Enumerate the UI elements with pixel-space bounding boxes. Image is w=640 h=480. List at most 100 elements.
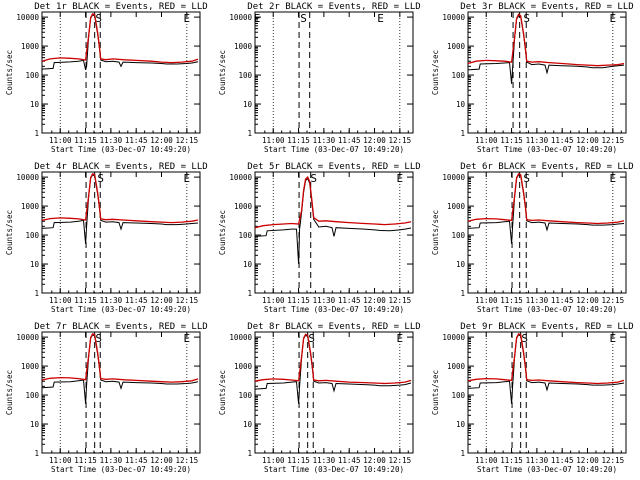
y-axis-label: Counts/sec xyxy=(218,50,227,95)
end-marker: E xyxy=(377,12,384,25)
y-tick-label: 100 xyxy=(238,391,252,400)
plot-frame xyxy=(41,11,201,134)
x-tick-label: 12:00 xyxy=(576,296,599,305)
x-tick-label: 11:30 xyxy=(313,296,336,305)
plot-title: Det 3r BLACK = Events, RED = LLD xyxy=(460,2,633,12)
x-tick-label: 11:30 xyxy=(526,456,549,465)
lld-series-line xyxy=(254,175,412,229)
x-tick-label: 11:30 xyxy=(100,296,123,305)
end-marker: E xyxy=(254,12,261,25)
plot-frame xyxy=(254,11,414,134)
x-tick-label: 12:00 xyxy=(150,296,173,305)
y-tick-label: 1000 xyxy=(234,42,253,51)
x-tick-label: 11:15 xyxy=(287,136,310,145)
lld-series-line xyxy=(467,332,625,385)
y-tick-label: 10000 xyxy=(229,13,252,22)
detector-panel-1: Det 1r BLACK = Events, RED = LLD 1 10 100 10… xyxy=(5,2,208,154)
end-marker: E xyxy=(610,332,617,345)
plot-frame xyxy=(41,171,201,294)
y-axis-label: Counts/sec xyxy=(218,370,227,415)
events-series-line xyxy=(467,174,625,244)
y-tick-label: 10 xyxy=(243,100,253,109)
events-series-line xyxy=(41,334,199,404)
y-axis-label: Counts/sec xyxy=(5,370,14,415)
y-tick-label: 10000 xyxy=(442,333,465,342)
plot-title: Det 7r BLACK = Events, RED = LLD xyxy=(34,322,207,332)
y-tick-label: 10 xyxy=(30,420,40,429)
x-tick-label: 11:30 xyxy=(100,136,123,145)
detector-panel-2: Det 2r BLACK = Events, RED = LLD 1 10 100 10… xyxy=(218,2,421,154)
x-tick-label: 12:00 xyxy=(576,456,599,465)
x-tick-label: 11:30 xyxy=(526,136,549,145)
y-tick-label: 10000 xyxy=(16,13,39,22)
y-tick-label: 1 xyxy=(247,289,252,298)
x-tick-label: 12:15 xyxy=(602,296,625,305)
x-tick-label: 11:45 xyxy=(551,456,574,465)
x-tick-label: 11:15 xyxy=(500,136,523,145)
y-tick-label: 1 xyxy=(247,129,252,138)
x-tick-label: 11:00 xyxy=(262,296,285,305)
y-tick-label: 1 xyxy=(460,129,465,138)
end-marker: E xyxy=(184,332,191,345)
y-tick-label: 10000 xyxy=(442,173,465,182)
plot-title: Det 4r BLACK = Events, RED = LLD xyxy=(34,162,207,172)
plot-frame xyxy=(254,171,414,294)
lld-series-line xyxy=(467,172,625,225)
y-tick-label: 100 xyxy=(451,231,465,240)
start-marker: S xyxy=(521,332,528,345)
start-marker: S xyxy=(95,332,102,345)
y-tick-label: 1000 xyxy=(21,42,40,51)
x-tick-label: 12:15 xyxy=(389,136,412,145)
lld-series-line xyxy=(41,332,199,383)
y-axis-label: Counts/sec xyxy=(5,50,14,95)
start-marker: S xyxy=(300,12,307,25)
y-tick-label: 100 xyxy=(25,71,39,80)
x-tick-label: 11:45 xyxy=(551,136,574,145)
plot-frame xyxy=(467,331,627,454)
x-tick-label: 12:15 xyxy=(176,296,199,305)
x-tick-label: 11:15 xyxy=(500,296,523,305)
x-tick-label: 12:15 xyxy=(602,136,625,145)
y-tick-label: 10 xyxy=(456,420,466,429)
x-axis-label: Start Time (03-Dec-07 10:49:20) xyxy=(264,465,404,474)
x-axis-label: Start Time (03-Dec-07 10:49:20) xyxy=(51,305,191,314)
lld-series-line xyxy=(41,172,199,224)
detector-panel-6: Det 6r BLACK = Events, RED = LLD 1 10 100 10… xyxy=(431,162,634,314)
y-tick-label: 1000 xyxy=(447,202,466,211)
x-tick-label: 11:45 xyxy=(551,296,574,305)
y-axis-label: Counts/sec xyxy=(431,370,440,415)
y-tick-label: 10000 xyxy=(229,333,252,342)
y-axis-label: Counts/sec xyxy=(218,210,227,255)
y-tick-label: 10000 xyxy=(229,173,252,182)
end-marker: E xyxy=(610,172,617,185)
x-tick-label: 11:00 xyxy=(49,296,72,305)
x-tick-label: 11:00 xyxy=(475,456,498,465)
plot-frame xyxy=(467,11,627,134)
y-tick-label: 100 xyxy=(451,71,465,80)
x-axis-label: Start Time (03-Dec-07 10:49:20) xyxy=(264,145,404,154)
plot-title: Det 6r BLACK = Events, RED = LLD xyxy=(460,162,633,172)
end-marker: E xyxy=(184,172,191,185)
y-tick-label: 1 xyxy=(247,449,252,458)
x-axis-label: Start Time (03-Dec-07 10:49:20) xyxy=(477,465,617,474)
y-tick-label: 1 xyxy=(34,129,39,138)
end-marker: E xyxy=(610,12,617,25)
detector-panel-4: Det 4r BLACK = Events, RED = LLD 1 10 100 10… xyxy=(5,162,208,314)
plot-title: Det 5r BLACK = Events, RED = LLD xyxy=(247,162,420,172)
y-tick-label: 10 xyxy=(30,100,40,109)
y-tick-label: 100 xyxy=(25,391,39,400)
detector-panel-8: Det 8r BLACK = Events, RED = LLD 1 10 100 10… xyxy=(218,322,421,474)
y-tick-label: 1000 xyxy=(447,42,466,51)
start-marker: S xyxy=(310,172,317,185)
detector-panel-7: Det 7r BLACK = Events, RED = LLD 1 10 100 10… xyxy=(5,322,208,474)
end-marker: E xyxy=(397,332,404,345)
y-axis-label: Counts/sec xyxy=(5,210,14,255)
lld-series-line xyxy=(467,13,625,67)
x-tick-label: 11:30 xyxy=(100,456,123,465)
detector-panel-3: Det 3r BLACK = Events, RED = LLD 1 10 100 10… xyxy=(431,2,634,154)
detector-panel-5: Det 5r BLACK = Events, RED = LLD 1 10 100 10… xyxy=(218,162,421,314)
x-tick-label: 12:15 xyxy=(602,456,625,465)
plot-title: Det 8r BLACK = Events, RED = LLD xyxy=(247,322,420,332)
x-tick-label: 11:15 xyxy=(500,456,523,465)
